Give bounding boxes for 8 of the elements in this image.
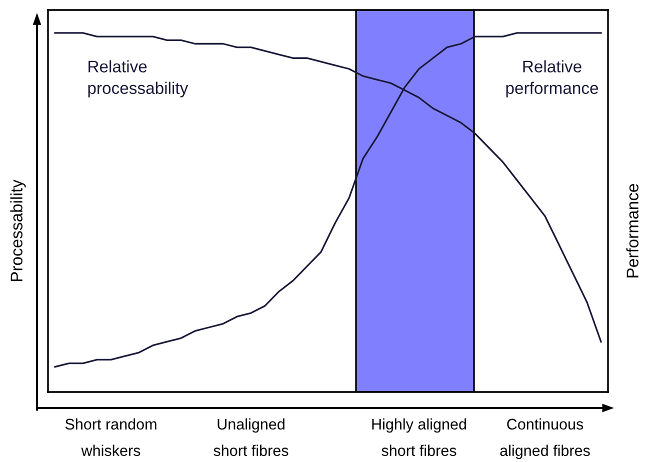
x-tick-label: Unaligned short fibres	[214, 418, 288, 456]
y-axis-title: Processability	[10, 180, 26, 282]
y2-axis-title: Performance	[626, 184, 638, 278]
x-tick-label: Short random whiskers	[65, 418, 156, 456]
series-label: Relative performance	[506, 60, 598, 98]
x-tick-label: Continuous aligned fibres	[500, 418, 590, 460]
x-tick-label: Highly aligned short fibres	[372, 418, 466, 456]
series-label: Relative processability	[88, 60, 188, 98]
